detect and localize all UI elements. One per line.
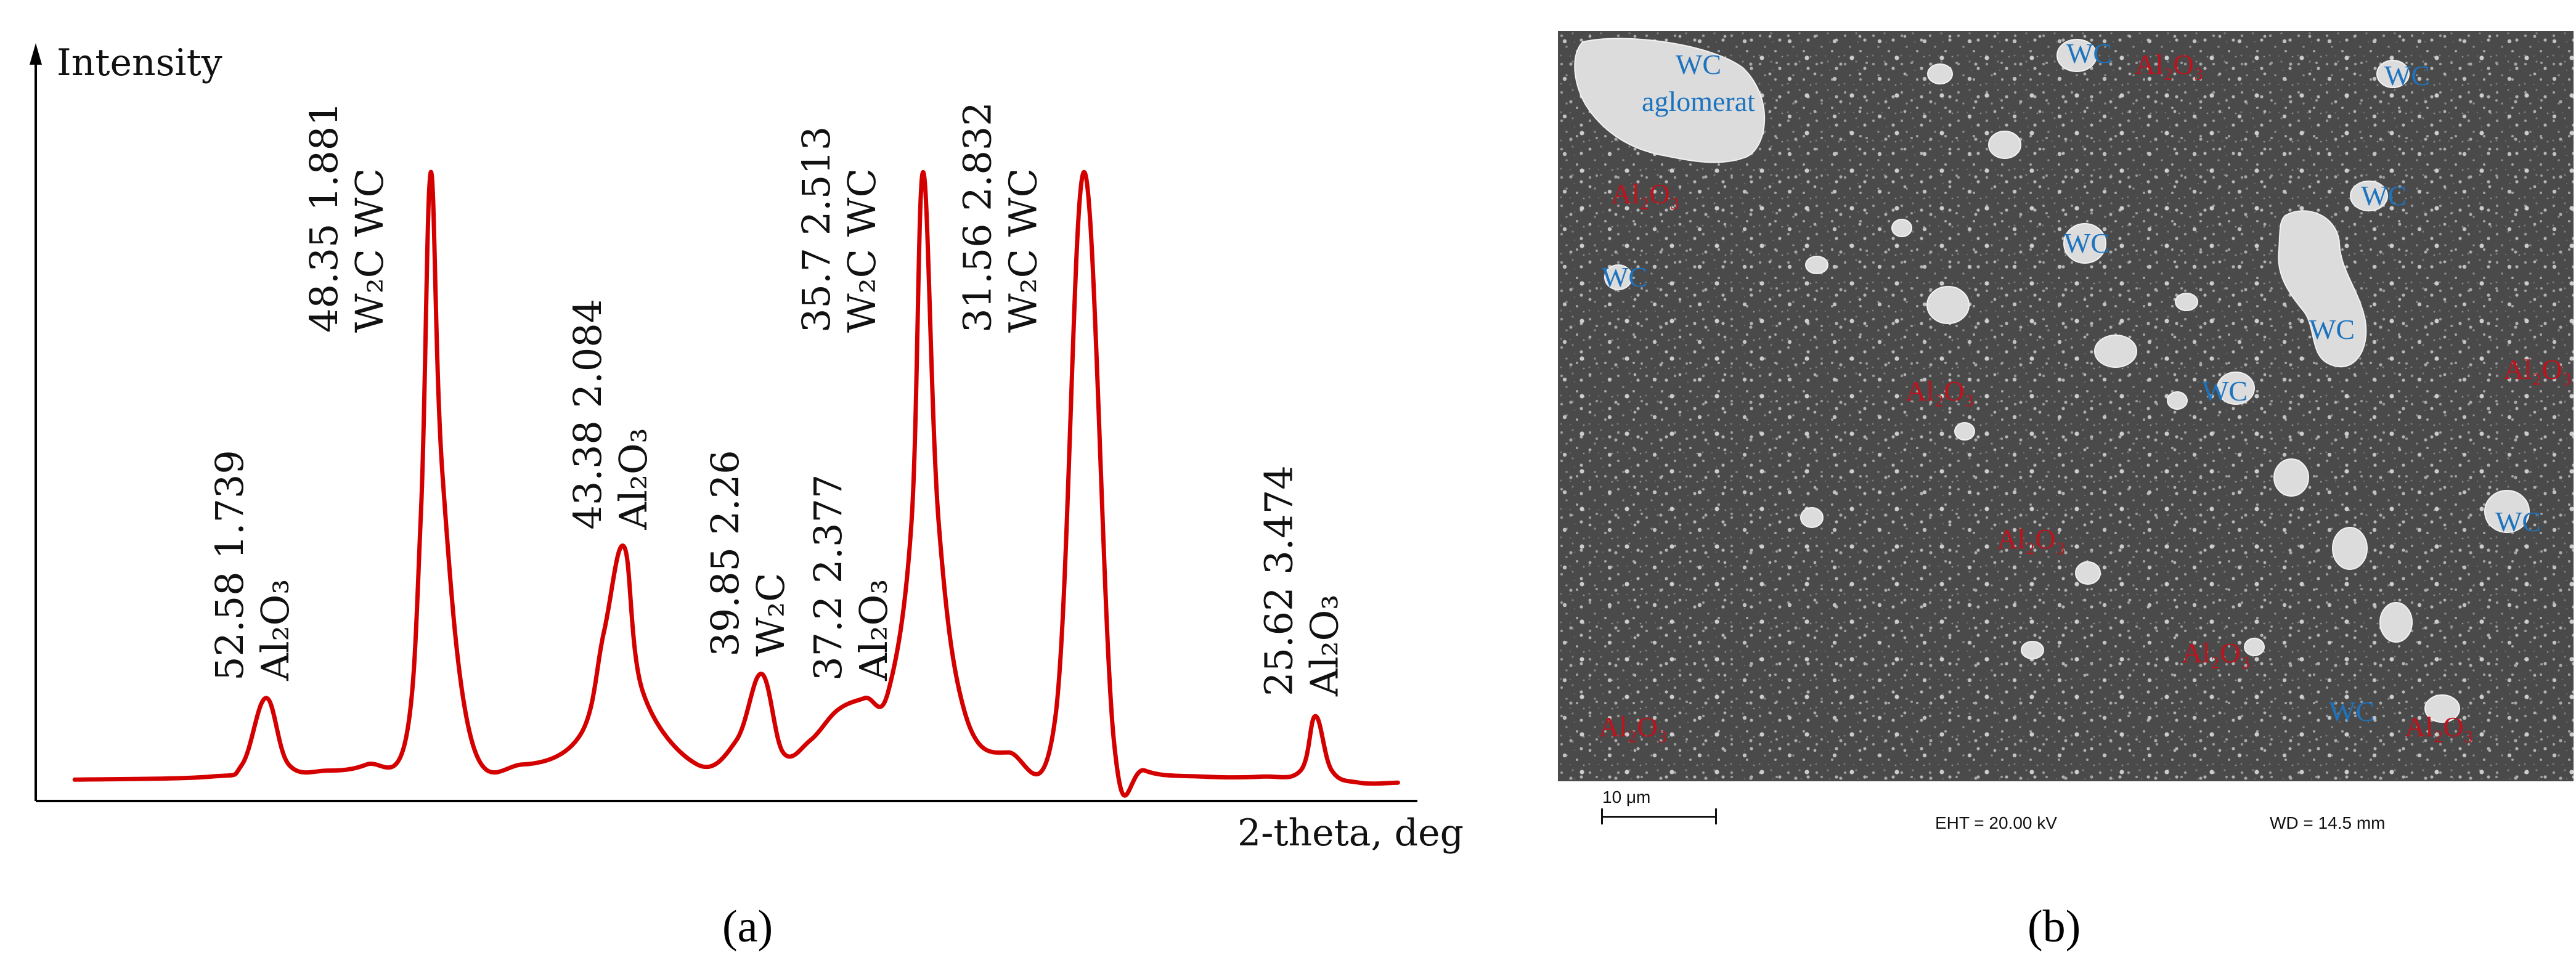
sem-labels: WC aglomerat WC Al₂O₃ WC Al₂O₃ WC WC WC … — [1599, 38, 2572, 742]
wc-label: WC — [2495, 506, 2541, 537]
y-axis-arrow — [30, 43, 42, 65]
peak-phase-label: W₂C WC — [1000, 168, 1045, 333]
wc-particle — [1927, 63, 1953, 84]
wc-label: WC — [2309, 314, 2355, 345]
wc-particle — [2175, 293, 2198, 311]
axes — [30, 43, 1417, 802]
al2o3-label: Al₂O₃ — [1611, 178, 1679, 209]
y-axis-label: Intensity — [57, 41, 222, 84]
wc-particle — [2244, 638, 2265, 656]
sem-info-bar: 10 μm EHT = 20.00 kV WD = 14.5 mm — [1558, 781, 2574, 843]
peak-phase-label: W₂C WC — [839, 168, 884, 333]
xrd-chart: Intensity 2-theta, deg 52.58 1.739 Al₂O₃4… — [30, 41, 1464, 855]
wc-label: WC — [1602, 261, 1647, 293]
wc-label: WC — [2066, 38, 2112, 69]
wc-particle — [2063, 223, 2106, 264]
wc-particle — [2021, 641, 2044, 659]
caption-b: (b) — [2028, 901, 2081, 952]
al2o3-label: Al₂O₃ — [1599, 711, 1667, 742]
peak-annotation: 48.35 1.881 W₂C WC — [301, 102, 392, 333]
wc-particle — [2379, 602, 2413, 643]
x-axis-label: 2-theta, deg — [1237, 811, 1464, 855]
peak-phase-label: Al₂O₃ — [1302, 595, 1347, 697]
wc-particle — [2332, 527, 2368, 570]
peak-phase-label: Al₂O₃ — [611, 428, 656, 530]
peak-annotation: 25.62 3.474 Al₂O₃ — [1257, 465, 1347, 697]
peak-phase-label: Al₂O₃ — [851, 579, 896, 681]
wc-particle — [1891, 219, 1912, 237]
al2o3-label: Al₂O₃ — [2135, 49, 2203, 80]
scale-bar-tick-right — [1715, 808, 1717, 824]
wc-label: aglomerat — [1642, 86, 1755, 117]
al2o3-label: Al₂O₃ — [2405, 711, 2473, 742]
wc-particle — [2094, 335, 2137, 368]
wc-particle — [2484, 490, 2530, 533]
peak-phase-label: W₂C WC — [347, 168, 392, 333]
wc-particle — [2350, 181, 2388, 211]
wc-label: WC — [2361, 180, 2407, 211]
peak-phase-label: W₂C — [748, 573, 793, 657]
wc-particle — [2424, 694, 2460, 723]
wc-agglomerate-particle — [1574, 38, 1766, 163]
wd-readout: WD = 14.5 mm — [2270, 813, 2386, 832]
sem-micrograph: WC aglomerat WC Al₂O₃ WC Al₂O₃ WC WC WC … — [1558, 31, 2574, 781]
peak-annotation: 52.58 1.739 Al₂O₃ — [207, 450, 298, 681]
peak-position-label: 35.7 2.513 — [794, 126, 839, 333]
peak-position-label: 39.85 2.26 — [703, 450, 748, 656]
al2o3-label: Al₂O₃ — [2182, 637, 2250, 669]
wc-particle — [1954, 422, 1975, 441]
wc-particle — [2273, 458, 2309, 497]
wc-particle — [1800, 507, 1824, 528]
al2o3-label: Al₂O₃ — [1997, 523, 2065, 555]
caption-a: (a) — [722, 901, 773, 952]
scale-bar-tick-left — [1601, 808, 1603, 824]
wc-large-particle — [2278, 210, 2367, 368]
peak-position-label: 52.58 1.739 — [207, 450, 252, 681]
scale-bar-label: 10 μm — [1602, 787, 1651, 807]
wc-label: WC — [2329, 696, 2374, 727]
wc-particle — [1988, 131, 2021, 159]
wc-particle — [2217, 372, 2255, 405]
scale-bar — [1601, 816, 1717, 818]
peak-position-label: 25.62 3.474 — [1257, 465, 1302, 696]
peak-position-label: 48.35 1.881 — [301, 102, 346, 333]
peak-position-label: 31.56 2.832 — [955, 102, 1000, 333]
peak-annotation: 43.38 2.084 Al₂O₃ — [565, 299, 656, 531]
wc-particle — [2056, 39, 2097, 72]
al2o3-label: Al₂O₃ — [1906, 375, 1974, 407]
wc-particles — [1574, 38, 2530, 723]
peak-position-label: 37.2 2.377 — [805, 474, 850, 681]
wc-particle — [1604, 264, 1632, 290]
peak-annotation: 35.7 2.513 W₂C WC — [794, 126, 884, 333]
xrd-series-line — [72, 169, 1400, 798]
wc-label: WC — [2064, 227, 2109, 259]
eht-readout: EHT = 20.00 kV — [1935, 813, 2057, 832]
wc-particle — [2167, 391, 2188, 410]
peak-annotation: 31.56 2.832 W₂C WC — [955, 102, 1045, 333]
peak-annotation: 37.2 2.377 Al₂O₃ — [805, 474, 896, 681]
wc-particle — [1805, 256, 1828, 274]
wc-label: WC — [2384, 60, 2430, 91]
wc-particle — [1926, 286, 1970, 324]
wc-label: WC — [2202, 375, 2248, 407]
peak-position-label: 43.38 2.084 — [565, 299, 610, 530]
wc-label: WC — [1676, 49, 1721, 80]
al2o3-label: Al₂O₃ — [2503, 354, 2572, 385]
wc-particle — [2075, 561, 2101, 585]
peak-phase-label: Al₂O₃ — [253, 579, 298, 681]
wc-particle — [2376, 60, 2410, 88]
peak-annotation: 39.85 2.26 W₂C — [703, 450, 793, 656]
